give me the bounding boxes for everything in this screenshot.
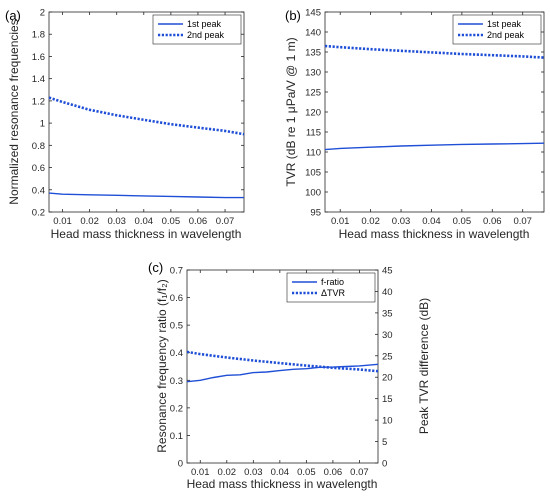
y-right-tick-label: 25: [382, 351, 393, 362]
series-line-2: [324, 44, 545, 59]
y-tick-label: 0.7: [170, 266, 183, 277]
x-tick-label: 0.01: [53, 216, 72, 227]
y-tick-label: 0.3: [170, 376, 183, 387]
x-tick-label: 0.04: [135, 216, 154, 227]
y-tick-label: 125: [305, 88, 321, 99]
y-axis-label: TVR (dB re 1 μPa/V @ 1 m): [284, 37, 298, 186]
y-right-tick-label: 5: [382, 437, 387, 448]
x-tick-label: 0.06: [483, 216, 502, 227]
y-tick-label: 105: [305, 168, 321, 179]
legend-label-1: 1st peak: [487, 19, 522, 29]
y-axis-label: Normalized resonance frequencies: [7, 19, 21, 204]
legend-box: [286, 272, 376, 303]
panel-label: (c): [148, 260, 163, 275]
y-tick-label: 110: [306, 148, 321, 159]
y-tick-label: 0.2: [170, 403, 183, 414]
x-axis-label: Head mass thickness in wavelength: [51, 227, 242, 241]
panel-c: 0.01 0.02 0.03 0.04 0.05 0.06 0.07 0 0.1 0.2 0.3 0.…: [148, 260, 431, 491]
y-tick-label: 100: [305, 188, 321, 199]
x-tick-label: 0.02: [218, 467, 237, 478]
y-tick-label: 0.6: [170, 293, 183, 304]
plot-frame: [186, 269, 379, 464]
x-tick-label: 0.05: [453, 216, 472, 227]
y-tick-label: 0.8: [32, 141, 45, 152]
legend-label-2: ΔTVR: [321, 288, 346, 298]
legend-box: [452, 14, 542, 45]
series-line-1: [48, 192, 244, 199]
y-tick-label: 1: [40, 119, 45, 130]
legend-label-2: 2nd peak: [187, 30, 225, 40]
y-right-tick-label: 45: [382, 266, 393, 277]
panel-b: 0.01 0.02 0.03 0.04 0.05 0.06 0.07 95 100 105 110 1…: [284, 8, 545, 241]
legend-box: [152, 14, 242, 45]
y-tick-label: 2: [40, 8, 45, 19]
y-right-tick-label: 35: [382, 308, 393, 319]
legend-label-1: f-ratio: [321, 277, 344, 287]
y-tick-label: 130: [305, 68, 321, 79]
x-tick-label: 0.01: [331, 216, 350, 227]
x-axis-label: Head mass thickness in wavelength: [187, 477, 378, 491]
y-tick-label: 115: [306, 128, 321, 139]
legend-label-2: 2nd peak: [487, 30, 525, 40]
legend-label-1: 1st peak: [187, 19, 222, 29]
x-axis-label: Head mass thickness in wavelength: [339, 227, 530, 241]
y-tick-label: 1.2: [32, 96, 45, 107]
x-tick-label: 0.03: [392, 216, 411, 227]
y-tick-label: 140: [305, 28, 321, 39]
x-tick-label: 0.07: [513, 216, 532, 227]
y-tick-label: 0.1: [170, 431, 183, 442]
x-tick-label: 0.03: [244, 467, 263, 478]
series-line-2: [186, 350, 379, 373]
panel-a: 0.01 0.02 0.03 0.04 0.05 0.06 0.07 0.2 0.4 0.6 0.8…: [5, 8, 245, 241]
y-right-tick-label: 10: [382, 416, 393, 427]
y-tick-label: 0: [178, 459, 183, 470]
x-tick-label: 0.03: [107, 216, 126, 227]
x-tick-label: 0.05: [297, 467, 316, 478]
y-right-tick-label: 40: [382, 287, 393, 298]
x-tick-label: 0.06: [324, 467, 343, 478]
y-tick-label: 95: [310, 208, 321, 219]
panel-label: (b): [285, 8, 301, 23]
y-axis-label: Resonance frequency ratio (f₁/f₂): [155, 279, 169, 452]
y-right-tick-label: 30: [382, 330, 393, 341]
y-tick-label: 0.4: [170, 348, 183, 359]
y-right-axis-label: Peak TVR difference (dB): [417, 298, 431, 434]
x-tick-label: 0.02: [80, 216, 99, 227]
series-line-1: [186, 363, 379, 383]
y-tick-label: 1.8: [32, 30, 45, 41]
panel-label: (a): [5, 8, 21, 23]
series-line-2: [48, 96, 245, 136]
x-tick-label: 0.06: [189, 216, 208, 227]
x-tick-label: 0.07: [216, 216, 235, 227]
y-tick-label: 145: [305, 8, 321, 19]
y-tick-label: 1.4: [32, 74, 45, 85]
series-line-1: [324, 142, 545, 151]
y-right-tick-label: 0: [382, 459, 387, 470]
y-tick-label: 120: [305, 108, 321, 119]
x-tick-label: 0.05: [162, 216, 181, 227]
x-tick-label: 0.01: [191, 467, 210, 478]
x-tick-label: 0.04: [422, 216, 441, 227]
y-tick-label: 0.5: [170, 321, 183, 332]
y-tick-label: 0.6: [32, 163, 45, 174]
x-tick-label: 0.04: [271, 467, 290, 478]
x-tick-label: 0.07: [350, 467, 369, 478]
y-tick-label: 0.2: [32, 208, 45, 219]
y-tick-label: 1.6: [32, 52, 45, 63]
y-tick-label: 0.4: [32, 185, 45, 196]
y-right-tick-label: 15: [382, 394, 393, 405]
x-tick-label: 0.02: [361, 216, 380, 227]
y-tick-label: 135: [305, 48, 321, 59]
plot-frame: [48, 11, 245, 213]
y-right-tick-label: 20: [382, 373, 393, 384]
